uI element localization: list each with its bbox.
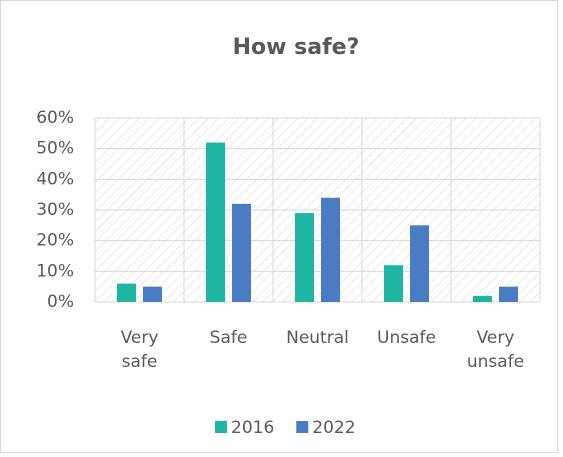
y-tick-label: 20%	[36, 231, 74, 251]
legend-swatch	[215, 421, 227, 433]
y-tick-label: 40%	[36, 169, 74, 189]
legend-label: 2022	[312, 418, 355, 438]
y-tick-label: 50%	[36, 139, 74, 159]
bar	[384, 265, 403, 302]
x-tick-label: Unsafe	[377, 328, 436, 348]
y-tick-label: 10%	[36, 261, 74, 281]
chart-title: How safe?	[233, 35, 360, 60]
bar	[143, 286, 162, 302]
x-tick-label: Safe	[209, 328, 248, 348]
bar	[473, 295, 492, 302]
y-tick-label: 30%	[36, 200, 74, 220]
bar	[117, 283, 136, 302]
bar	[499, 286, 518, 302]
y-tick-label: 60%	[36, 108, 74, 128]
bar	[232, 203, 251, 302]
bar	[410, 225, 429, 302]
bar	[321, 197, 340, 302]
x-tick-label: Very unsafe	[466, 328, 525, 372]
legend-label: 2016	[231, 418, 274, 438]
x-tick-label: Neutral	[286, 328, 349, 348]
bar	[206, 142, 225, 302]
y-tick-label: 0%	[47, 292, 74, 312]
legend-swatch	[296, 421, 309, 433]
bar	[295, 213, 314, 302]
x-tick-label: Very safe	[120, 328, 159, 372]
